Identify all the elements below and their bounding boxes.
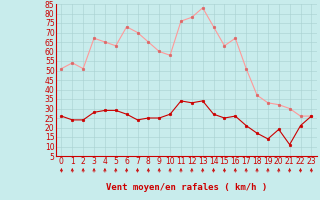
Text: Vent moyen/en rafales ( km/h ): Vent moyen/en rafales ( km/h ) [106, 183, 267, 192]
